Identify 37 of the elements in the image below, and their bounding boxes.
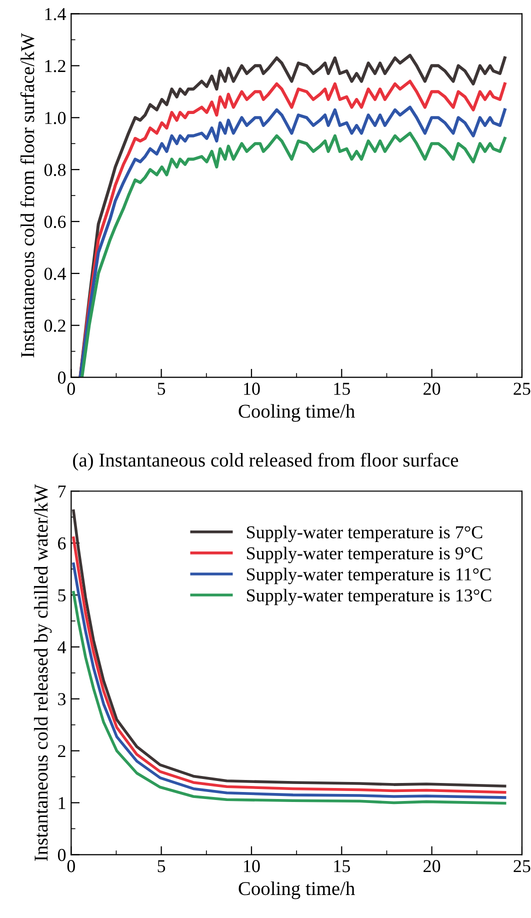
y-tick-label: 0: [58, 372, 66, 384]
y-axis-title: Instantaneous cold from floor surface/kW: [20, 33, 34, 358]
x-tick-label: 5: [158, 860, 166, 872]
y-tick-label: 2: [58, 745, 66, 758]
x-tick-label: 0: [67, 860, 75, 872]
y-tick-label: 0: [58, 848, 66, 862]
y-tick-label: 0.2: [44, 320, 66, 332]
x-tick-label: 15: [334, 382, 350, 395]
y-tick-label: 1.4: [45, 8, 66, 20]
x-tick-label: 20: [424, 382, 440, 395]
legend-label: Supply-water temperature is 9°C: [247, 546, 482, 564]
y-tick-label: 0.8: [44, 164, 66, 176]
x-tick-label: 20: [424, 860, 440, 872]
y-axis-title: Instantaneous cold released by chilled water/kW: [34, 484, 52, 861]
y-tick-label: 0.4: [44, 268, 66, 280]
y-tick-label: 3: [58, 693, 66, 706]
y-tick-label: 1.2: [45, 60, 66, 72]
y-tick-label: 0.6: [44, 216, 66, 228]
y-tick-label: 1.0: [45, 112, 66, 124]
x-tick-label: 15: [334, 860, 350, 872]
y-tick-label: 6: [58, 537, 66, 550]
y-tick-label: 4: [58, 641, 66, 654]
x-axis-title: Cooling time/h: [238, 404, 355, 422]
x-tick-label: 25: [514, 382, 530, 395]
x-axis-title: Cooling time/h: [238, 881, 355, 900]
x-tick-label: 0: [67, 382, 75, 395]
legend-label: Supply-water temperature is 11°C: [247, 568, 491, 584]
x-tick-label: 10: [244, 860, 260, 872]
y-tick-label: 1: [58, 797, 66, 809]
legend-label: Supply-water temperature is 13°C: [247, 588, 492, 606]
x-tick-label: 10: [244, 382, 260, 395]
legend-label: Supply-water temperature is 7°C: [247, 526, 482, 542]
y-tick-label: 7: [58, 486, 66, 498]
x-tick-label: 5: [158, 382, 166, 395]
text: (a) Instantaneous cold released from floor surface: [73, 452, 458, 471]
y-tick-label: 5: [58, 589, 66, 602]
x-tick-label: 25: [514, 860, 530, 872]
